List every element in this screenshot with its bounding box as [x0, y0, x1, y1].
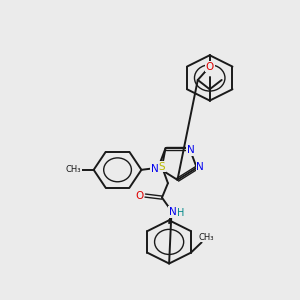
Text: N: N	[187, 145, 194, 155]
Text: N: N	[151, 164, 158, 174]
Text: CH₃: CH₃	[199, 233, 214, 242]
Text: O: O	[206, 61, 214, 72]
Text: CH₃: CH₃	[66, 165, 81, 174]
Text: H: H	[177, 208, 185, 218]
Text: N: N	[169, 207, 177, 217]
Text: O: O	[135, 190, 143, 201]
Text: N: N	[196, 162, 204, 172]
Text: S: S	[159, 162, 165, 172]
